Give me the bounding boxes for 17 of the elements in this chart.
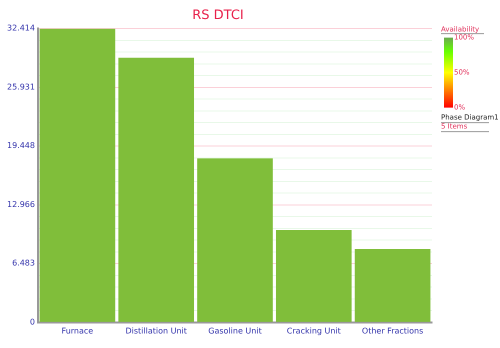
bar: [276, 230, 352, 322]
y-tick-label: 0: [30, 317, 35, 326]
x-tick-label: Cracking Unit: [286, 326, 341, 336]
y-tick-label: 19.448: [6, 141, 35, 150]
y-tick-label: 6.483: [12, 258, 35, 268]
x-tick-label: Distillation Unit: [125, 326, 187, 336]
x-tick-label: Furnace: [62, 326, 94, 336]
bar: [197, 158, 273, 322]
bar: [40, 28, 116, 322]
x-tick-label: Gasoline Unit: [208, 326, 262, 336]
y-tick-label: 12.966: [6, 200, 35, 209]
y-tick-label: 32.414: [6, 24, 35, 33]
x-tick-label: Other Fractions: [362, 326, 424, 336]
bar: [354, 248, 430, 322]
chart-title: RS DTCI: [192, 8, 244, 24]
y-tick-label: 25.931: [6, 82, 35, 92]
bar: [118, 58, 194, 322]
